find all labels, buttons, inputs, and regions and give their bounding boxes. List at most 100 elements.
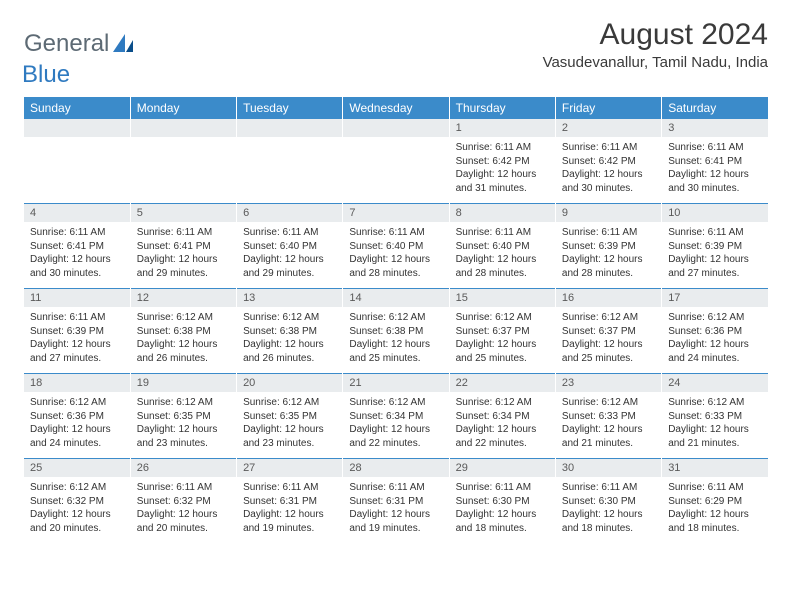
day-detail [131,137,236,199]
day-detail: Sunrise: 6:11 AMSunset: 6:30 PMDaylight:… [450,477,555,543]
calendar-cell: 7Sunrise: 6:11 AMSunset: 6:40 PMDaylight… [343,203,449,288]
calendar-cell: 19Sunrise: 6:12 AMSunset: 6:35 PMDayligh… [130,373,236,458]
weekday-header: Thursday [449,97,555,119]
date-band [237,119,342,137]
weekday-header: Sunday [24,97,130,119]
date-band: 10 [662,203,768,222]
date-band: 26 [131,458,236,477]
calendar-cell: 10Sunrise: 6:11 AMSunset: 6:39 PMDayligh… [662,203,768,288]
date-band: 30 [556,458,661,477]
weekday-header: Monday [130,97,236,119]
calendar-cell: 18Sunrise: 6:12 AMSunset: 6:36 PMDayligh… [24,373,130,458]
calendar-cell: 14Sunrise: 6:12 AMSunset: 6:38 PMDayligh… [343,288,449,373]
calendar-week-row: 4Sunrise: 6:11 AMSunset: 6:41 PMDaylight… [24,203,768,288]
date-band: 12 [131,288,236,307]
calendar-week-row: 11Sunrise: 6:11 AMSunset: 6:39 PMDayligh… [24,288,768,373]
date-band [24,119,130,137]
date-band: 16 [556,288,661,307]
date-band: 31 [662,458,768,477]
calendar-cell: 6Sunrise: 6:11 AMSunset: 6:40 PMDaylight… [237,203,343,288]
date-band: 1 [450,119,555,137]
calendar-cell: 22Sunrise: 6:12 AMSunset: 6:34 PMDayligh… [449,373,555,458]
day-detail: Sunrise: 6:11 AMSunset: 6:40 PMDaylight:… [343,222,448,288]
date-band: 8 [450,203,555,222]
brand-word1: General [24,30,109,58]
day-detail: Sunrise: 6:11 AMSunset: 6:41 PMDaylight:… [662,137,768,203]
calendar-cell: 1Sunrise: 6:11 AMSunset: 6:42 PMDaylight… [449,119,555,203]
day-detail: Sunrise: 6:11 AMSunset: 6:42 PMDaylight:… [556,137,661,203]
day-detail: Sunrise: 6:11 AMSunset: 6:39 PMDaylight:… [556,222,661,288]
day-detail [24,137,130,199]
date-band: 22 [450,373,555,392]
date-band: 24 [662,373,768,392]
calendar-cell: 13Sunrise: 6:12 AMSunset: 6:38 PMDayligh… [237,288,343,373]
day-detail: Sunrise: 6:11 AMSunset: 6:31 PMDaylight:… [237,477,342,543]
date-band: 7 [343,203,448,222]
day-detail: Sunrise: 6:11 AMSunset: 6:39 PMDaylight:… [662,222,768,288]
calendar-cell: 26Sunrise: 6:11 AMSunset: 6:32 PMDayligh… [130,458,236,543]
date-band: 19 [131,373,236,392]
day-detail: Sunrise: 6:12 AMSunset: 6:32 PMDaylight:… [24,477,130,543]
day-detail [237,137,342,199]
title-block: August 2024 Vasudevanallur, Tamil Nadu, … [543,18,768,71]
calendar-cell: 5Sunrise: 6:11 AMSunset: 6:41 PMDaylight… [130,203,236,288]
day-detail: Sunrise: 6:12 AMSunset: 6:34 PMDaylight:… [450,392,555,458]
brand-word2: Blue [22,61,70,89]
day-detail: Sunrise: 6:12 AMSunset: 6:38 PMDaylight:… [131,307,236,373]
calendar-cell: 15Sunrise: 6:12 AMSunset: 6:37 PMDayligh… [449,288,555,373]
day-detail [343,137,448,199]
date-band: 5 [131,203,236,222]
day-detail: Sunrise: 6:11 AMSunset: 6:40 PMDaylight:… [237,222,342,288]
calendar-week-row: 25Sunrise: 6:12 AMSunset: 6:32 PMDayligh… [24,458,768,543]
day-detail: Sunrise: 6:11 AMSunset: 6:32 PMDaylight:… [131,477,236,543]
calendar-cell: 12Sunrise: 6:12 AMSunset: 6:38 PMDayligh… [130,288,236,373]
date-band: 28 [343,458,448,477]
calendar-body: 1Sunrise: 6:11 AMSunset: 6:42 PMDaylight… [24,119,768,543]
date-band [343,119,448,137]
calendar-cell-empty [343,119,449,203]
calendar-cell: 23Sunrise: 6:12 AMSunset: 6:33 PMDayligh… [555,373,661,458]
location-label: Vasudevanallur, Tamil Nadu, India [543,54,768,71]
day-detail: Sunrise: 6:11 AMSunset: 6:29 PMDaylight:… [662,477,768,543]
date-band: 18 [24,373,130,392]
day-detail: Sunrise: 6:12 AMSunset: 6:37 PMDaylight:… [450,307,555,373]
date-band: 29 [450,458,555,477]
calendar-cell: 25Sunrise: 6:12 AMSunset: 6:32 PMDayligh… [24,458,130,543]
date-band: 3 [662,119,768,137]
calendar-table: SundayMondayTuesdayWednesdayThursdayFrid… [24,97,768,543]
calendar-cell: 21Sunrise: 6:12 AMSunset: 6:34 PMDayligh… [343,373,449,458]
date-band: 27 [237,458,342,477]
day-detail: Sunrise: 6:12 AMSunset: 6:35 PMDaylight:… [237,392,342,458]
day-detail: Sunrise: 6:12 AMSunset: 6:36 PMDaylight:… [662,307,768,373]
weekday-header: Saturday [662,97,768,119]
day-detail: Sunrise: 6:12 AMSunset: 6:35 PMDaylight:… [131,392,236,458]
logo-sail-icon [113,34,133,57]
day-detail: Sunrise: 6:11 AMSunset: 6:41 PMDaylight:… [131,222,236,288]
date-band: 25 [24,458,130,477]
date-band: 21 [343,373,448,392]
calendar-week-row: 18Sunrise: 6:12 AMSunset: 6:36 PMDayligh… [24,373,768,458]
date-band: 17 [662,288,768,307]
date-band: 6 [237,203,342,222]
day-detail: Sunrise: 6:11 AMSunset: 6:30 PMDaylight:… [556,477,661,543]
day-detail: Sunrise: 6:11 AMSunset: 6:41 PMDaylight:… [24,222,130,288]
calendar-cell-empty [24,119,130,203]
calendar-cell: 8Sunrise: 6:11 AMSunset: 6:40 PMDaylight… [449,203,555,288]
weekday-header: Friday [555,97,661,119]
calendar-cell: 29Sunrise: 6:11 AMSunset: 6:30 PMDayligh… [449,458,555,543]
date-band: 11 [24,288,130,307]
date-band: 14 [343,288,448,307]
brand-logo: General [24,18,135,58]
date-band: 2 [556,119,661,137]
weekday-header-row: SundayMondayTuesdayWednesdayThursdayFrid… [24,97,768,119]
calendar-cell: 20Sunrise: 6:12 AMSunset: 6:35 PMDayligh… [237,373,343,458]
date-band: 9 [556,203,661,222]
calendar-cell-empty [130,119,236,203]
calendar-cell: 2Sunrise: 6:11 AMSunset: 6:42 PMDaylight… [555,119,661,203]
day-detail: Sunrise: 6:12 AMSunset: 6:33 PMDaylight:… [662,392,768,458]
day-detail: Sunrise: 6:12 AMSunset: 6:34 PMDaylight:… [343,392,448,458]
day-detail: Sunrise: 6:12 AMSunset: 6:36 PMDaylight:… [24,392,130,458]
day-detail: Sunrise: 6:11 AMSunset: 6:31 PMDaylight:… [343,477,448,543]
date-band: 15 [450,288,555,307]
weekday-header: Tuesday [237,97,343,119]
